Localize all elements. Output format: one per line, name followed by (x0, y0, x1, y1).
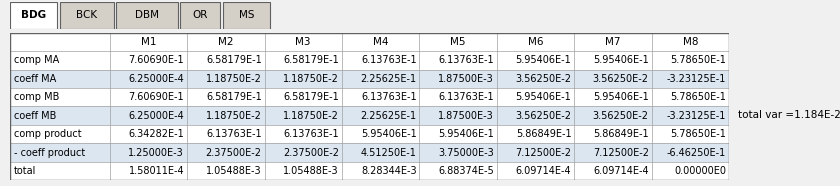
Text: 5.95406E-1: 5.95406E-1 (593, 92, 648, 102)
Bar (10, 106, 729, 125)
Text: 6.09714E-4: 6.09714E-4 (593, 166, 648, 176)
Text: 5.86849E-1: 5.86849E-1 (593, 129, 648, 139)
Bar (117, 2, 177, 29)
Text: 1.25000E-3: 1.25000E-3 (129, 148, 184, 158)
Text: 1.18750E-2: 1.18750E-2 (206, 74, 261, 84)
Text: M1: M1 (140, 37, 156, 47)
Text: 1.05488E-3: 1.05488E-3 (283, 166, 339, 176)
Text: 6.34282E-1: 6.34282E-1 (129, 129, 184, 139)
Bar (10, 143, 729, 162)
Text: MS: MS (239, 10, 254, 20)
Text: 5.95406E-1: 5.95406E-1 (516, 92, 571, 102)
Text: 6.13763E-1: 6.13763E-1 (361, 55, 417, 65)
Text: 5.95406E-1: 5.95406E-1 (360, 129, 417, 139)
Text: comp product: comp product (13, 129, 81, 139)
Text: coeff MA: coeff MA (13, 74, 56, 84)
Bar (60, 2, 113, 29)
Bar (10, 162, 729, 180)
Text: 6.88374E-5: 6.88374E-5 (438, 166, 494, 176)
Text: 6.25000E-4: 6.25000E-4 (129, 74, 184, 84)
Bar (10, 51, 729, 70)
Text: 3.56250E-2: 3.56250E-2 (593, 74, 648, 84)
Text: 7.12500E-2: 7.12500E-2 (593, 148, 648, 158)
Text: 6.13763E-1: 6.13763E-1 (206, 129, 261, 139)
Text: 2.25625E-1: 2.25625E-1 (360, 74, 417, 84)
Bar (181, 2, 220, 29)
Text: 6.13763E-1: 6.13763E-1 (361, 92, 417, 102)
Text: total var =1.184E-2: total var =1.184E-2 (738, 110, 840, 120)
Text: 7.12500E-2: 7.12500E-2 (516, 148, 571, 158)
Text: 1.58011E-4: 1.58011E-4 (129, 166, 184, 176)
Text: 3.56250E-2: 3.56250E-2 (516, 74, 571, 84)
Text: 1.18750E-2: 1.18750E-2 (206, 111, 261, 121)
Text: M4: M4 (373, 37, 388, 47)
Text: 5.78650E-1: 5.78650E-1 (670, 92, 727, 102)
Text: total: total (13, 166, 36, 176)
Text: 6.58179E-1: 6.58179E-1 (283, 55, 339, 65)
Text: 2.37500E-2: 2.37500E-2 (283, 148, 339, 158)
Text: 1.18750E-2: 1.18750E-2 (283, 74, 339, 84)
Text: 6.13763E-1: 6.13763E-1 (438, 92, 494, 102)
Text: 1.18750E-2: 1.18750E-2 (283, 111, 339, 121)
Text: M6: M6 (528, 37, 543, 47)
Text: BCK: BCK (76, 10, 97, 20)
Text: BDG: BDG (21, 10, 46, 20)
Bar (10, 125, 729, 143)
Text: coeff MB: coeff MB (13, 111, 56, 121)
Text: 4.51250E-1: 4.51250E-1 (360, 148, 417, 158)
Text: 6.58179E-1: 6.58179E-1 (206, 92, 261, 102)
Bar (10, 88, 729, 106)
Text: 6.25000E-4: 6.25000E-4 (129, 111, 184, 121)
Text: M8: M8 (683, 37, 698, 47)
Text: -6.46250E-1: -6.46250E-1 (667, 148, 727, 158)
Text: 6.09714E-4: 6.09714E-4 (516, 166, 571, 176)
Text: 5.86849E-1: 5.86849E-1 (516, 129, 571, 139)
Text: 7.60690E-1: 7.60690E-1 (129, 55, 184, 65)
Text: 1.87500E-3: 1.87500E-3 (438, 111, 494, 121)
Text: 0.00000E0: 0.00000E0 (675, 166, 727, 176)
Text: M3: M3 (296, 37, 311, 47)
Text: M2: M2 (218, 37, 234, 47)
Text: 5.95406E-1: 5.95406E-1 (438, 129, 494, 139)
Text: 3.75000E-3: 3.75000E-3 (438, 148, 494, 158)
Text: 3.56250E-2: 3.56250E-2 (593, 111, 648, 121)
Text: 6.13763E-1: 6.13763E-1 (283, 129, 339, 139)
Text: comp MB: comp MB (13, 92, 59, 102)
Text: -3.23125E-1: -3.23125E-1 (667, 111, 727, 121)
Text: 1.87500E-3: 1.87500E-3 (438, 74, 494, 84)
Text: 5.95406E-1: 5.95406E-1 (516, 55, 571, 65)
Text: 7.60690E-1: 7.60690E-1 (129, 92, 184, 102)
Text: 6.58179E-1: 6.58179E-1 (206, 55, 261, 65)
Bar (10, 33, 729, 51)
Text: 3.56250E-2: 3.56250E-2 (516, 111, 571, 121)
Text: M5: M5 (450, 37, 466, 47)
Bar (10, 70, 729, 88)
Text: comp MA: comp MA (13, 55, 59, 65)
Text: DBM: DBM (135, 10, 159, 20)
Text: OR: OR (192, 10, 208, 20)
Text: 8.28344E-3: 8.28344E-3 (361, 166, 417, 176)
Text: - coeff product: - coeff product (13, 148, 85, 158)
Text: -3.23125E-1: -3.23125E-1 (667, 74, 727, 84)
Bar (10, 2, 57, 29)
Text: 2.37500E-2: 2.37500E-2 (206, 148, 261, 158)
Text: 6.58179E-1: 6.58179E-1 (283, 92, 339, 102)
Text: 5.95406E-1: 5.95406E-1 (593, 55, 648, 65)
Text: M7: M7 (605, 37, 621, 47)
Text: 1.05488E-3: 1.05488E-3 (206, 166, 261, 176)
Bar (223, 2, 270, 29)
Text: 6.13763E-1: 6.13763E-1 (438, 55, 494, 65)
Text: 2.25625E-1: 2.25625E-1 (360, 111, 417, 121)
Text: 5.78650E-1: 5.78650E-1 (670, 55, 727, 65)
Text: 5.78650E-1: 5.78650E-1 (670, 129, 727, 139)
